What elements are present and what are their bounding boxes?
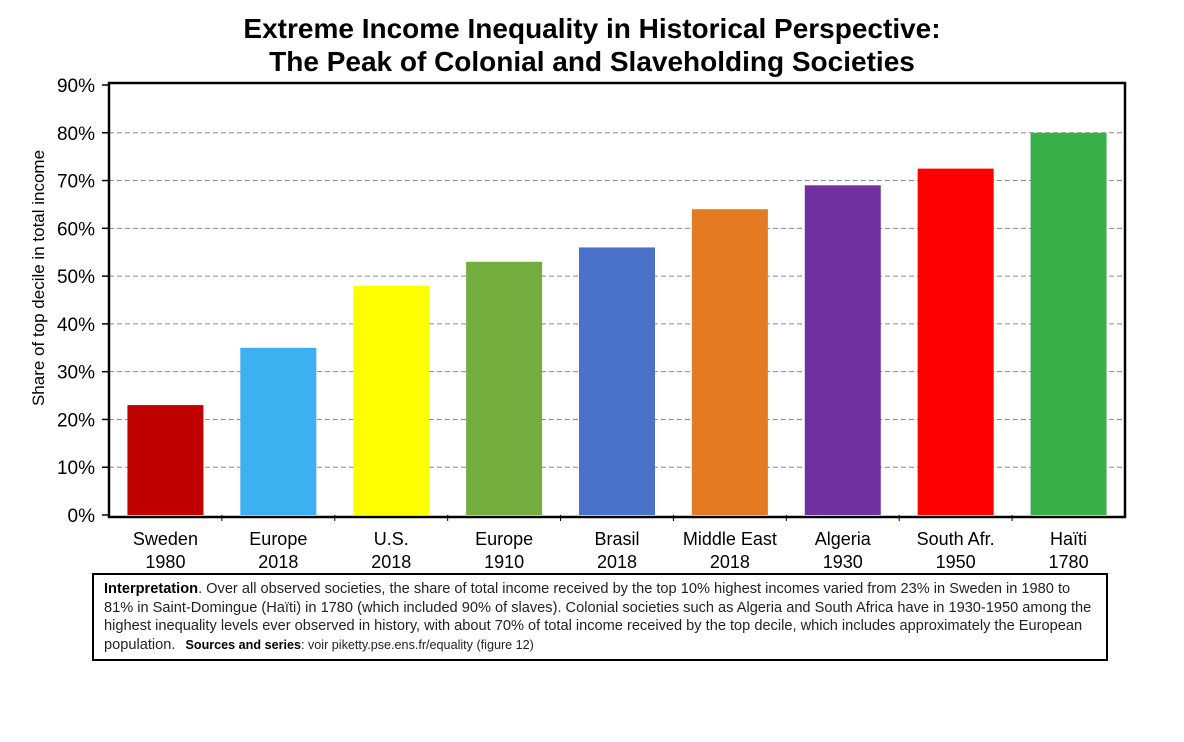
y-tick-label: 70%	[57, 172, 95, 193]
interpretation-note: Interpretation. Over all observed societ…	[92, 573, 1108, 661]
chart-title-line2: The Peak of Colonial and Slaveholding So…	[269, 46, 915, 77]
y-tick-label: 60%	[57, 219, 95, 240]
x-tick-label-line2: 2018	[258, 552, 298, 572]
bar-chart: 0% 10% 20% 30% 40% 50% 60% 70% 80% 90% Sweden 1980…	[29, 76, 1127, 572]
x-tick-label-line1: Sweden	[133, 529, 198, 549]
x-tick-label-line1: Algeria	[815, 529, 872, 549]
sources-label: Sources and series	[185, 637, 301, 652]
x-tick-label-line2: 1930	[823, 552, 863, 572]
plot-frame	[107, 81, 1127, 519]
y-tick-label: 0%	[68, 506, 96, 527]
chart-title-line1: Extreme Income Inequality in Historical …	[243, 13, 941, 44]
bar	[127, 405, 204, 515]
x-tick-label-line2: 1980	[145, 552, 185, 572]
x-tick-label-line2: 1910	[484, 552, 524, 572]
x-tick-label-line2: 1950	[936, 552, 976, 572]
x-tick-label-line1: South Afr.	[917, 529, 995, 549]
x-tick-label-line1: U.S.	[374, 529, 409, 549]
interpretation-text: . Over all observed societies, the share…	[104, 581, 1092, 653]
y-tick-label: 10%	[57, 458, 95, 479]
y-tick-label: 40%	[57, 315, 95, 336]
y-tick-label: 50%	[57, 267, 95, 288]
y-tick-label: 80%	[57, 124, 95, 145]
bar	[466, 261, 543, 515]
x-tick-label-line2: 2018	[597, 552, 637, 572]
y-tick-label: 30%	[57, 363, 95, 384]
x-tick-label-line2: 2018	[371, 552, 411, 572]
y-tick-label: 20%	[57, 410, 95, 431]
y-ticks: 0% 10% 20% 30% 40% 50% 60% 70% 80% 90%	[57, 76, 1013, 527]
x-tick-label-line1: Haïti	[1050, 529, 1087, 549]
x-tick-label-line1: Europe	[249, 529, 307, 549]
x-tick-label-line1: Brasil	[594, 529, 639, 549]
bar	[804, 185, 881, 516]
bar	[917, 168, 994, 515]
bar	[579, 247, 655, 515]
bar	[240, 347, 317, 515]
x-tick-labels: Sweden 1980 Europe 2018 U.S. 2018 Europe 1910 Br…	[133, 529, 1089, 572]
x-tick-label-line2: 2018	[710, 552, 750, 572]
x-tick-label-line2: 1780	[1049, 552, 1089, 572]
bar	[691, 209, 768, 515]
x-tick-label-line1: Europe	[475, 529, 533, 549]
bar	[353, 285, 430, 515]
bars	[127, 132, 1107, 516]
sources: Sources and series: voir piketty.pse.ens…	[185, 638, 533, 652]
sources-text: : voir piketty.pse.ens.fr/equality (figu…	[301, 637, 534, 652]
y-tick-label: 90%	[57, 76, 95, 97]
bar	[1030, 132, 1107, 515]
x-tick-label-line1: Middle East	[683, 529, 777, 549]
interpretation-label: Interpretation	[104, 581, 199, 597]
y-axis-label: Share of top decile in total income	[29, 150, 48, 406]
chart-title: Extreme Income Inequality in Historical …	[0, 12, 1184, 78]
